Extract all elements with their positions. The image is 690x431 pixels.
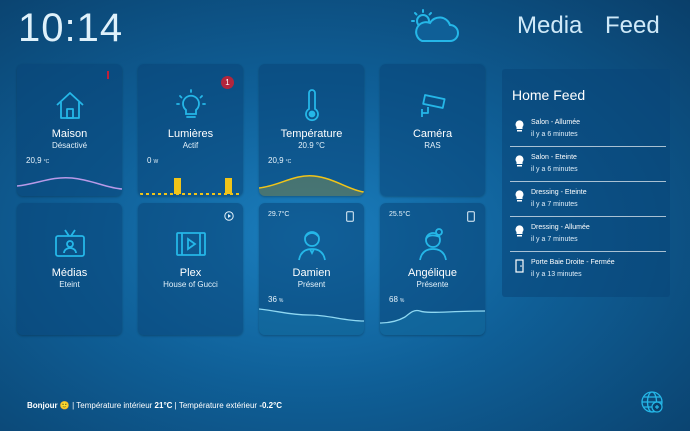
feed-event: Dressing - Eteinte	[531, 189, 587, 196]
device-temperature: 25.5°C	[389, 211, 411, 218]
humidity-sparkline	[380, 309, 485, 335]
card-title: Plex	[179, 267, 202, 279]
feed-time: il y a 6 minutes	[531, 166, 578, 173]
card-title: Caméra	[412, 128, 453, 140]
card-medias[interactable]: Médias Eteint	[17, 203, 122, 335]
man-avatar-icon	[297, 231, 326, 261]
power-sparkline	[140, 178, 241, 195]
lightbulb-on-icon	[515, 120, 524, 132]
status-footer: Bonjour 🙂 | Température intérieur 21°C |…	[27, 401, 283, 410]
feed-time: il y a 7 minutes	[531, 201, 578, 208]
door-icon	[515, 259, 524, 273]
smile-emoji: 🙂	[59, 401, 70, 410]
outdoor-temp-value: -0.2°C	[259, 401, 283, 410]
feed-item[interactable]: Salon - Eteinte il y a 6 minutes	[510, 148, 666, 182]
house-icon	[55, 92, 84, 119]
feed-item[interactable]: Porte Baie Droite - Fermée il y a 13 min…	[510, 253, 666, 286]
outdoor-temp-label: Température extérieur	[178, 401, 258, 410]
feed-event: Salon - Eteinte	[531, 154, 577, 161]
device-temperature: 29.7°C	[268, 211, 290, 218]
nav-media[interactable]: Media	[517, 12, 583, 39]
greeting: Bonjour	[27, 401, 58, 410]
globe-icon[interactable]	[640, 390, 664, 414]
feed-item[interactable]: Dressing - Eteinte il y a 7 minutes	[510, 183, 666, 217]
lightbulb-off-icon	[515, 155, 524, 167]
card-damien[interactable]: 29.7°C Damien Présent 36%	[259, 203, 364, 335]
smartphone-icon	[346, 211, 354, 222]
feed-time: il y a 7 minutes	[531, 236, 578, 243]
temperature-sparkline	[17, 176, 122, 190]
card-status: Présente	[416, 280, 449, 289]
card-stat: 36%	[268, 295, 284, 304]
lightbulb-off-icon	[515, 190, 524, 202]
indoor-temp-label: Température intérieur	[76, 401, 153, 410]
alert-marker	[107, 71, 109, 79]
temperature-sparkline	[259, 175, 364, 196]
card-title: Angélique	[408, 267, 457, 279]
home-feed-panel: Home Feed Salon - Allumée il y a 6 minut…	[502, 69, 670, 297]
card-status: Présent	[297, 280, 326, 289]
humidity-sparkline	[259, 308, 364, 335]
card-angelique[interactable]: 25.5°C Angélique Présente 68%	[380, 203, 485, 335]
thermometer-icon	[304, 89, 319, 122]
feed-event: Dressing - Allumée	[531, 224, 590, 231]
feed-item[interactable]: Salon - Allumée il y a 6 minutes	[510, 113, 666, 147]
feed-item[interactable]: Dressing - Allumée il y a 7 minutes	[510, 218, 666, 252]
card-stat: 20,9 °C	[268, 156, 292, 165]
card-stat: 20,9 °C	[26, 156, 50, 165]
feed-time: il y a 13 minutes	[531, 271, 582, 278]
feed-title: Home Feed	[512, 87, 586, 103]
indoor-temp-value: 21°C	[154, 401, 173, 410]
card-plex[interactable]: Plex House of Gucci	[138, 203, 243, 335]
card-stat: 68%	[389, 295, 405, 304]
card-status: 20.9 °C	[298, 141, 325, 150]
card-temperature[interactable]: Température 20.9 °C 20,9 °C	[259, 64, 364, 196]
smartphone-icon	[467, 211, 475, 222]
woman-avatar-icon	[418, 228, 447, 261]
lightbulb-on-icon	[515, 225, 524, 237]
security-camera-icon	[420, 94, 446, 117]
partly-cloudy-icon	[411, 9, 459, 42]
card-title: Maison	[51, 128, 88, 140]
card-status: Actif	[182, 141, 199, 150]
card-status: House of Gucci	[163, 280, 218, 289]
card-camera[interactable]: Caméra RAS	[380, 64, 485, 196]
nav-feed[interactable]: Feed	[605, 12, 660, 39]
lightbulb-icon	[175, 89, 206, 118]
card-status: RAS	[424, 141, 441, 150]
feed-time: il y a 6 minutes	[531, 131, 578, 138]
film-icon	[175, 232, 206, 256]
card-title: Damien	[292, 267, 331, 279]
card-title: Lumières	[167, 128, 214, 140]
card-status: Eteint	[59, 280, 80, 289]
card-title: Médias	[51, 267, 88, 279]
card-maison[interactable]: Maison Désactivé 20,9 °C	[17, 64, 122, 196]
card-status: Désactivé	[51, 141, 88, 150]
play-circle-icon[interactable]	[224, 211, 234, 221]
media-icon	[54, 229, 85, 257]
feed-event: Porte Baie Droite - Fermée	[531, 259, 615, 266]
feed-event: Salon - Allumée	[531, 119, 581, 126]
clock: 10:14	[18, 6, 124, 50]
notification-badge: 1	[221, 76, 234, 89]
card-title: Température	[280, 128, 343, 140]
